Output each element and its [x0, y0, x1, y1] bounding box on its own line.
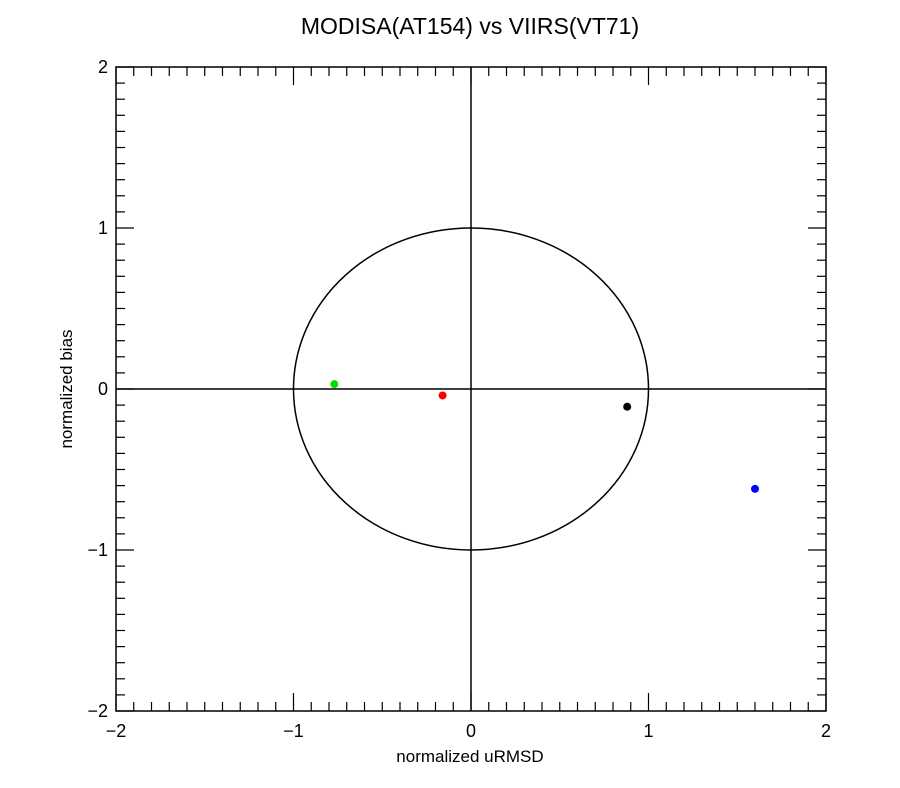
- y-tick-label: 0: [98, 379, 108, 399]
- chart-title: MODISA(AT154) vs VIIRS(VT71): [301, 13, 639, 39]
- data-point: [330, 380, 339, 389]
- y-axis-label: normalized bias: [57, 329, 76, 448]
- x-tick-label: −2: [106, 721, 127, 741]
- x-tick-label: −1: [283, 721, 304, 741]
- x-tick-label: 0: [466, 721, 476, 741]
- y-tick-label: −2: [87, 701, 108, 721]
- y-tick-label: 2: [98, 57, 108, 77]
- data-point: [438, 391, 447, 400]
- y-tick-label: −1: [87, 540, 108, 560]
- x-tick-label: 1: [643, 721, 653, 741]
- x-axis-label: normalized uRMSD: [396, 747, 543, 766]
- y-tick-label: 1: [98, 218, 108, 238]
- x-tick-label: 2: [821, 721, 831, 741]
- data-point: [751, 484, 759, 493]
- reference-circle: [292, 227, 650, 551]
- plot-area: −2 −1 0 1 2 −2 −1 0 1 2: [87, 57, 831, 741]
- data-point: [623, 402, 632, 411]
